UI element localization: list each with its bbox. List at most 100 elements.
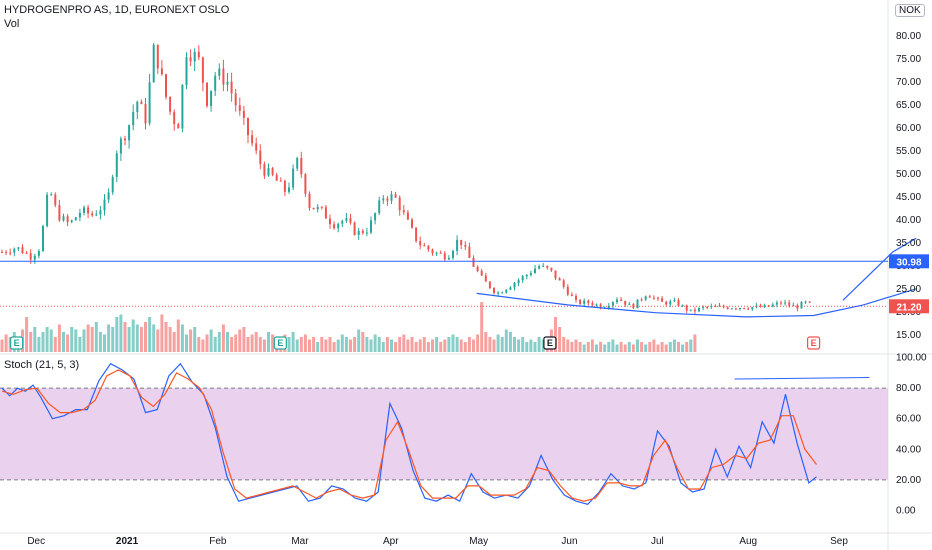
- price-candle-body: [390, 194, 393, 201]
- volume-bar: [603, 344, 607, 352]
- price-candle-body: [427, 245, 430, 250]
- price-candle-body: [488, 281, 491, 289]
- price-tick-label: 70.00: [896, 77, 921, 88]
- price-candle-body: [517, 280, 520, 284]
- price-candle-body: [5, 252, 8, 254]
- volume-bar: [426, 342, 430, 352]
- earnings-marker: E: [273, 336, 287, 350]
- price-candle-body: [435, 252, 438, 254]
- price-candle-body: [775, 302, 778, 305]
- price-candle-body: [345, 218, 348, 221]
- price-candle-body: [677, 300, 680, 306]
- price-candle-body: [480, 271, 483, 276]
- price-tick-label: 25.00: [896, 284, 921, 295]
- price-candle-body: [808, 301, 811, 303]
- price-candle-body: [107, 192, 110, 200]
- volume-bar: [271, 334, 275, 352]
- price-candle-body: [796, 305, 799, 309]
- price-candle-body: [242, 110, 245, 118]
- volume-bar: [312, 337, 316, 352]
- volume-bar: [4, 334, 8, 352]
- volume-bar: [525, 342, 529, 352]
- price-candle-body: [665, 301, 668, 305]
- volume-bar: [127, 327, 131, 352]
- volume-bar: [205, 334, 209, 352]
- price-candle-body: [468, 246, 471, 258]
- price-candle-body: [439, 252, 442, 254]
- price-candle-body: [624, 300, 627, 305]
- volume-bar: [238, 329, 242, 352]
- price-candle-body: [566, 286, 569, 295]
- volume-bar: [98, 332, 102, 352]
- price-candle-body: [644, 296, 647, 300]
- time-axis-label: Apr: [383, 536, 399, 547]
- time-axis-label: Aug: [739, 536, 757, 547]
- volume-bar: [435, 337, 439, 352]
- price-candle-body: [361, 230, 364, 234]
- stoch-k-line: [1, 362, 817, 505]
- price-candle-body: [156, 44, 159, 69]
- price-candle-body: [25, 253, 28, 255]
- price-candle-body: [370, 220, 372, 233]
- volume-bar: [230, 337, 234, 352]
- volume-bar: [394, 342, 398, 352]
- volume-bar: [332, 342, 336, 352]
- price-candle-body: [493, 288, 495, 293]
- volume-bar: [537, 337, 541, 352]
- stoch-tick-label: 80.00: [896, 383, 921, 394]
- price-candle-body: [587, 300, 590, 304]
- price-candle-body: [447, 257, 450, 260]
- price-candle-body: [607, 305, 610, 308]
- price-tick-label: 65.00: [896, 100, 921, 111]
- price-candle-body: [341, 220, 344, 224]
- volume-bar: [480, 302, 484, 352]
- volume-bar: [41, 332, 45, 352]
- price-candle-body: [136, 101, 139, 113]
- volume-bar: [566, 339, 570, 352]
- price-candle-body: [181, 84, 184, 129]
- volume-bar: [529, 339, 533, 352]
- price-candle-body: [406, 212, 409, 220]
- price-candle-body: [304, 174, 307, 194]
- time-axis-label: Jul: [651, 536, 664, 547]
- price-candle-body: [759, 305, 762, 308]
- stoch-d-line: [1, 369, 817, 502]
- price-candle-body: [58, 205, 61, 221]
- price-candle-body: [382, 198, 385, 201]
- volume-bar: [164, 322, 168, 352]
- price-candle-body: [386, 198, 389, 201]
- price-candle-body: [501, 292, 504, 294]
- price-candle-body: [210, 90, 213, 107]
- price-candle-body: [255, 143, 258, 151]
- price-candle-body: [595, 304, 598, 306]
- price-candle-body: [185, 57, 188, 85]
- price-candle-body: [33, 255, 36, 260]
- currency-badge[interactable]: NOK: [895, 4, 925, 17]
- price-candle-body: [29, 253, 32, 260]
- volume-bar: [107, 324, 111, 352]
- volume-bar: [78, 337, 82, 352]
- volume-bar: [668, 342, 672, 352]
- price-candle-body: [669, 301, 672, 305]
- price-candle-body: [214, 75, 217, 91]
- volume-bar: [369, 339, 373, 352]
- price-candle-body: [54, 194, 57, 206]
- price-candle-body: [124, 138, 126, 141]
- price-candle-body: [296, 158, 299, 169]
- price-candle-body: [652, 297, 655, 299]
- price-candle-body: [324, 207, 327, 219]
- price-candle-body: [763, 305, 766, 308]
- price-candle-body: [681, 305, 684, 307]
- price-candle-body: [636, 299, 639, 309]
- volume-bar: [418, 339, 422, 352]
- volume-bar: [103, 334, 106, 352]
- volume-bar: [472, 339, 475, 352]
- volume-label: Vol: [4, 18, 20, 30]
- volume-bar: [455, 337, 459, 352]
- volume-bar: [29, 332, 33, 352]
- price-candle-body: [333, 224, 336, 229]
- price-candle-body: [316, 206, 319, 210]
- price-candle-body: [218, 68, 221, 76]
- horizontal-level-tag-label: 30.98: [896, 257, 921, 268]
